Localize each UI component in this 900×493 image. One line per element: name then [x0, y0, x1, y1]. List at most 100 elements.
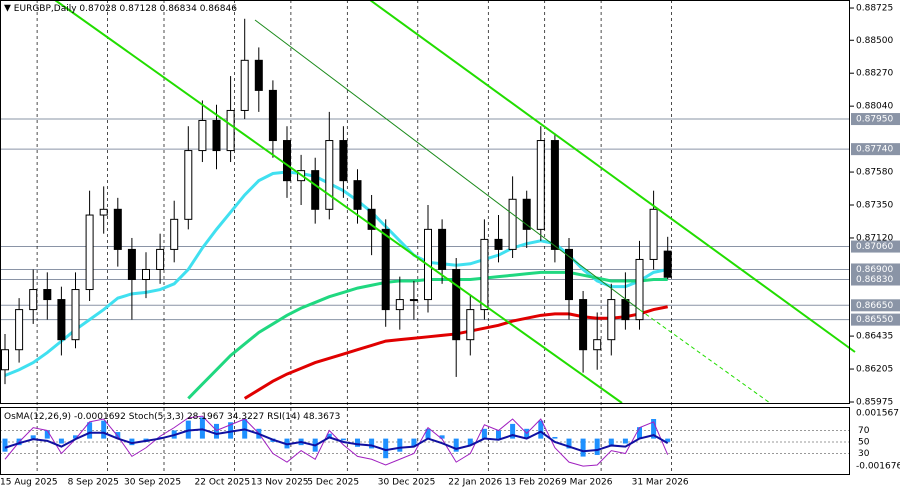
level-label: 0.87060	[856, 242, 893, 252]
candle-body	[85, 214, 94, 291]
candle-body	[57, 299, 66, 341]
level-label: 0.86650	[856, 301, 893, 311]
histogram-bar	[129, 438, 135, 446]
candle-body	[635, 258, 644, 321]
level-box	[851, 299, 900, 312]
level-label: 0.86830	[856, 275, 893, 285]
histogram-bar	[665, 438, 671, 442]
candle-body	[99, 208, 108, 216]
candle-body	[283, 140, 291, 182]
trend-line	[639, 309, 771, 404]
rsi-value: 48.3673	[303, 412, 340, 422]
candle-body	[452, 268, 461, 341]
histogram-bar	[467, 438, 473, 446]
candle-body	[579, 299, 588, 351]
candle-body	[127, 248, 136, 281]
y-tick-label: 0.88040	[856, 102, 893, 112]
open: 0.87028	[79, 4, 116, 14]
x-tick-label: 9 Mar 2026	[561, 478, 613, 488]
histogram-bar	[594, 438, 600, 455]
candle-body	[663, 250, 672, 278]
candle-body	[466, 309, 475, 341]
candle-body	[438, 228, 447, 270]
candle-body	[494, 238, 503, 250]
y-tick-label: 0.88725	[856, 4, 893, 14]
x-tick-label: 22 Jan 2026	[448, 478, 502, 488]
candle-body	[212, 119, 221, 152]
histogram-bar	[566, 438, 572, 449]
x-tick-label: 15 Aug 2025	[0, 478, 58, 488]
level-box	[851, 113, 900, 126]
histogram-bar	[637, 427, 642, 439]
x-tick-label: 13 Nov 2025	[251, 478, 309, 488]
candle-body	[113, 208, 122, 250]
candle-body	[142, 268, 150, 281]
candle-body	[184, 150, 193, 220]
candle-body	[311, 170, 320, 210]
candle-body	[508, 198, 517, 250]
candle-body	[367, 208, 376, 230]
level-label: 0.87740	[856, 145, 893, 155]
histogram-bar	[510, 423, 516, 439]
panel-header: OsMA(12,26,9) -0.0001692 Stoch(5,3,3) 28…	[4, 412, 340, 422]
histogram-bar	[340, 438, 346, 441]
y-tick-label: 0.88270	[856, 69, 893, 79]
candle-body	[339, 140, 348, 182]
candle-body	[71, 289, 80, 341]
level-label: 0.86900	[856, 265, 893, 275]
candle-body	[395, 299, 404, 311]
candle-body	[621, 299, 630, 321]
x-tick-label: 13 Feb 2026	[505, 478, 561, 488]
x-tick-label: 30 Dec 2025	[378, 478, 436, 488]
candle-body	[268, 89, 277, 142]
histogram-bar	[214, 423, 219, 439]
histogram-bar	[580, 438, 586, 457]
indicator-line	[4, 428, 669, 453]
candle-body	[156, 248, 165, 270]
candle-body	[593, 339, 602, 351]
close: 0.86846	[200, 4, 237, 14]
y-tick-label: 0.88500	[856, 36, 893, 46]
candle-body	[353, 180, 362, 210]
level-box	[851, 273, 900, 286]
candle-body	[480, 238, 489, 311]
stoch-name: Stoch(5,3,3)	[129, 412, 184, 422]
histogram-bar	[411, 438, 417, 447]
histogram-bar	[439, 435, 445, 439]
osma-value: -0.0001692	[74, 412, 126, 422]
histogram-bar	[30, 435, 36, 439]
level-box	[851, 263, 900, 276]
level-label: 0.86550	[856, 315, 893, 325]
histogram-bar	[552, 436, 558, 439]
plot	[1, 18, 672, 467]
trend-line	[54, 0, 623, 404]
histogram-bar	[383, 438, 389, 459]
y-tick-label: 0.001567	[856, 409, 899, 419]
candle-body	[43, 289, 52, 301]
histogram-bar	[199, 417, 205, 439]
candle-body	[550, 140, 559, 250]
y2-tick-label: 70	[858, 426, 870, 436]
y-tick-label: 0.87580	[856, 168, 893, 178]
level-label: 0.87950	[856, 115, 893, 125]
rsi-name: RSI(14)	[267, 412, 300, 422]
histogram-bar	[58, 438, 64, 444]
level-box	[851, 313, 900, 326]
level-box	[851, 143, 900, 156]
candle-body	[170, 218, 179, 250]
stoch-main: 28.1967	[187, 412, 224, 422]
histogram-bar	[538, 420, 544, 439]
y2-tick-label: 50	[858, 438, 870, 448]
candle-body	[29, 289, 38, 311]
candle-body	[565, 248, 573, 301]
histogram-bar	[369, 438, 375, 449]
level-box	[851, 240, 900, 253]
y-tick-label: 0.86205	[856, 365, 893, 375]
x-tick-label: 31 Mar 2026	[632, 478, 689, 488]
candle-body	[522, 198, 531, 230]
histogram-bar	[453, 438, 459, 452]
histogram-bar	[425, 428, 431, 439]
histogram-bar	[2, 438, 8, 452]
high: 0.87128	[120, 4, 157, 14]
